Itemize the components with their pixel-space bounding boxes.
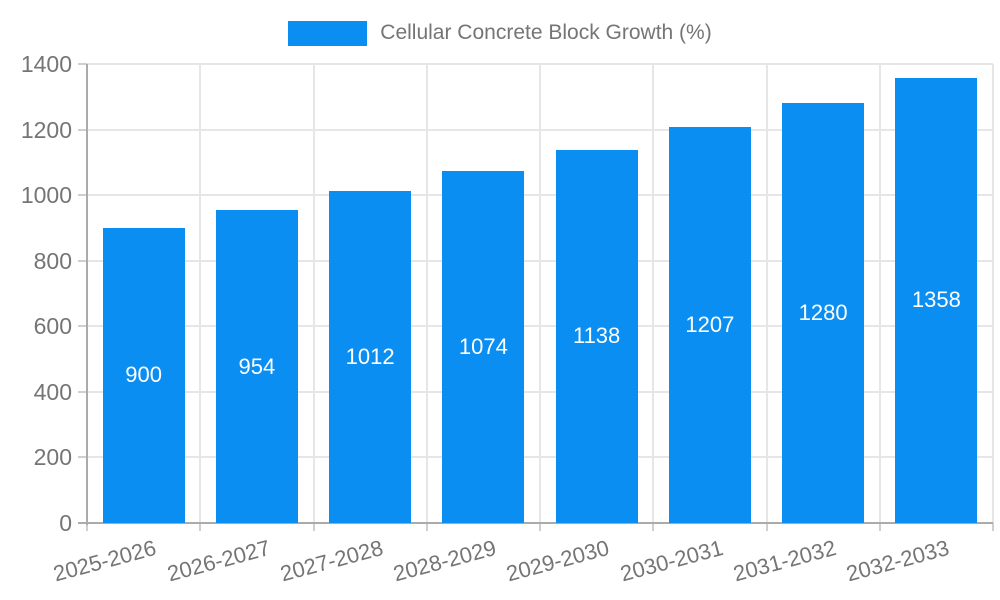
x-tick-label: 2025-2026 xyxy=(50,535,160,587)
bar xyxy=(782,103,865,523)
x-tick-mark xyxy=(539,523,541,531)
bar xyxy=(895,77,978,523)
y-tick-mark xyxy=(78,128,87,131)
x-tick-mark xyxy=(652,523,655,531)
x-tick-mark xyxy=(86,523,88,531)
bar-value-label: 1138 xyxy=(572,323,621,349)
gridline-x xyxy=(425,64,428,523)
bar-value-label: 954 xyxy=(238,353,276,379)
y-tick-label: 1200 xyxy=(20,116,72,143)
y-axis-line xyxy=(86,64,88,525)
y-tick-label: 1400 xyxy=(20,51,72,77)
x-tick-mark xyxy=(425,523,428,531)
bar xyxy=(102,227,185,523)
x-tick-mark xyxy=(312,523,315,531)
gridline-x xyxy=(992,64,994,523)
gridline-x xyxy=(539,64,541,523)
gridline-x xyxy=(199,64,202,523)
x-tick-label: 2027-2028 xyxy=(277,535,386,587)
y-tick-label: 600 xyxy=(33,313,72,340)
gridline-x xyxy=(652,64,655,523)
x-tick-label: 2029-2030 xyxy=(503,535,613,587)
legend-label: Cellular Concrete Block Growth (%) xyxy=(380,21,712,44)
y-tick-mark xyxy=(78,194,87,197)
bar xyxy=(215,210,298,523)
y-tick-mark xyxy=(78,325,87,328)
x-tick-mark xyxy=(992,523,994,531)
legend[interactable]: Cellular Concrete Block Growth (%) xyxy=(0,19,1000,47)
x-tick-label: 2028-2029 xyxy=(390,535,499,587)
y-tick-mark xyxy=(78,456,87,459)
y-tick-mark xyxy=(78,390,87,393)
bar-value-label: 1074 xyxy=(458,333,508,359)
legend-swatch xyxy=(288,20,368,46)
gridline-x xyxy=(312,64,315,523)
y-tick-label: 800 xyxy=(33,247,72,274)
x-tick-mark xyxy=(765,523,768,531)
x-tick-label: 2026-2027 xyxy=(164,535,273,587)
x-axis-line xyxy=(78,522,993,524)
y-tick-label: 1000 xyxy=(20,182,72,209)
x-tick-mark xyxy=(199,523,202,531)
y-tick-mark xyxy=(78,63,87,65)
bar xyxy=(555,149,638,523)
gridline-x xyxy=(878,64,881,523)
y-tick-label: 0 xyxy=(59,510,72,536)
bar-value-label: 1280 xyxy=(798,300,848,326)
bar xyxy=(442,170,525,523)
bar-value-label: 1012 xyxy=(345,344,395,370)
bar xyxy=(668,127,751,523)
bar-value-label: 1207 xyxy=(685,312,735,338)
x-tick-label: 2031-2032 xyxy=(730,535,839,587)
y-tick-label: 400 xyxy=(33,378,72,405)
y-tick-mark xyxy=(78,259,87,262)
bar-value-label: 1358 xyxy=(911,287,961,313)
bar xyxy=(329,191,412,523)
bar-value-label: 900 xyxy=(125,362,162,388)
x-tick-label: 2032-2033 xyxy=(843,535,952,587)
gridline-x xyxy=(765,64,768,523)
x-tick-label: 2030-2031 xyxy=(617,535,726,587)
x-tick-mark xyxy=(878,523,881,531)
y-tick-label: 200 xyxy=(33,444,72,471)
